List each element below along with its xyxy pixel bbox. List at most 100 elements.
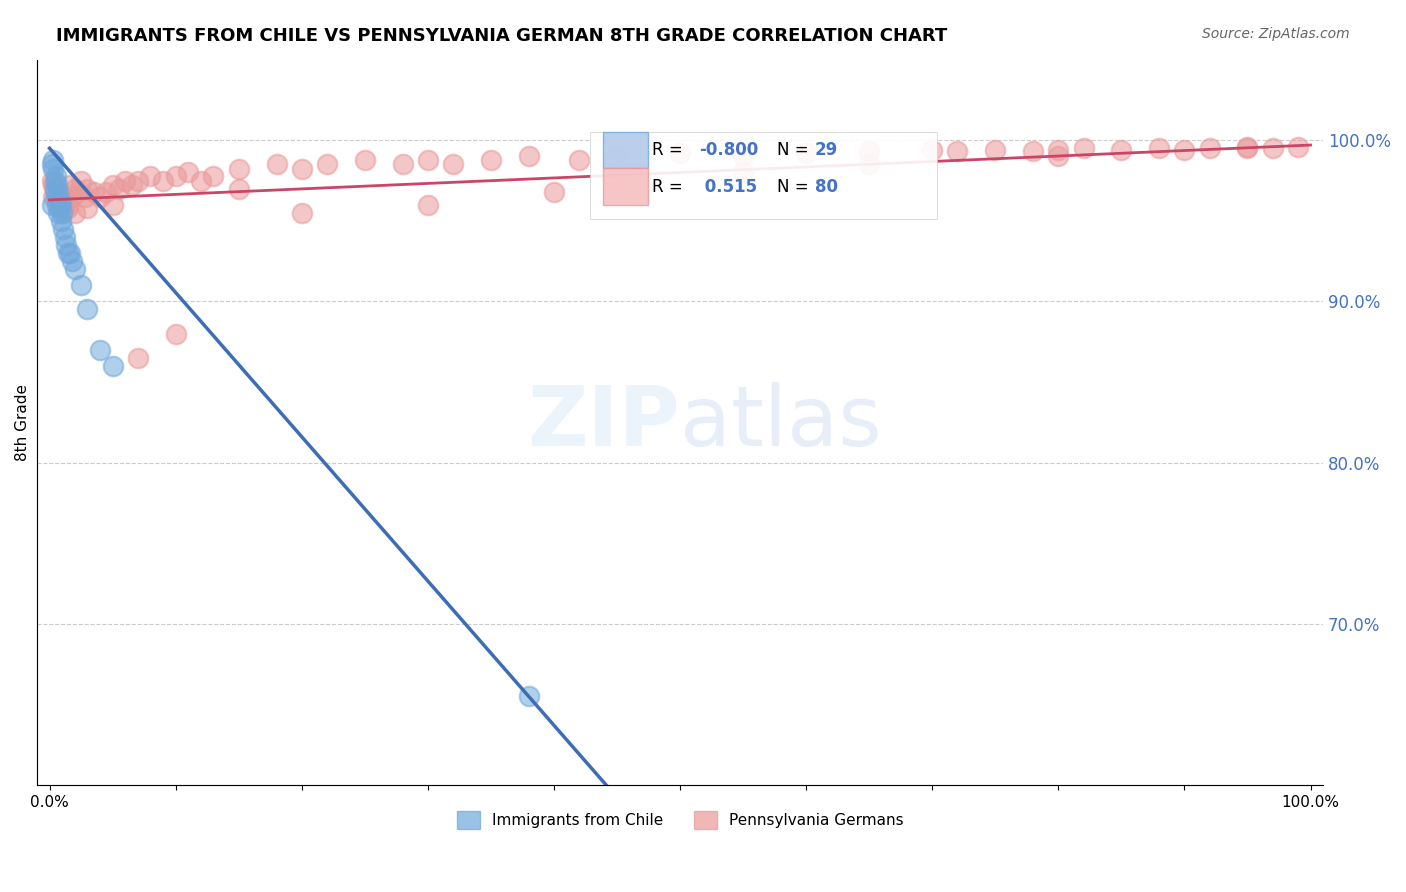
Point	[479, 153, 502, 167]
Point	[127, 351, 149, 365]
Point	[1147, 141, 1170, 155]
Point	[42, 189, 65, 203]
Point	[44, 173, 66, 187]
Point	[228, 162, 250, 177]
Text: 0.515: 0.515	[699, 178, 758, 195]
Point	[51, 206, 73, 220]
Point	[733, 165, 755, 179]
Point	[152, 173, 174, 187]
Point	[416, 153, 439, 167]
Point	[517, 149, 540, 163]
FancyBboxPatch shape	[603, 132, 648, 169]
Point	[121, 178, 143, 193]
Text: 80: 80	[815, 178, 838, 195]
Point	[165, 169, 187, 183]
Point	[63, 262, 86, 277]
Point	[921, 143, 943, 157]
Point	[53, 230, 76, 244]
Point	[946, 145, 969, 159]
Point	[733, 149, 755, 163]
Text: R =: R =	[652, 141, 688, 160]
Point	[96, 185, 118, 199]
Point	[44, 185, 66, 199]
Text: -0.800: -0.800	[699, 141, 759, 160]
Point	[165, 326, 187, 341]
Point	[51, 206, 73, 220]
Point	[291, 162, 314, 177]
Point	[139, 169, 162, 183]
Point	[63, 181, 86, 195]
Point	[49, 197, 72, 211]
Point	[48, 193, 70, 207]
Legend: Immigrants from Chile, Pennsylvania Germans: Immigrants from Chile, Pennsylvania Germ…	[450, 805, 910, 836]
Point	[48, 185, 70, 199]
Point	[127, 173, 149, 187]
Point	[291, 206, 314, 220]
Point	[606, 149, 628, 163]
Point	[101, 178, 124, 193]
Text: Source: ZipAtlas.com: Source: ZipAtlas.com	[1202, 27, 1350, 41]
FancyBboxPatch shape	[603, 169, 648, 204]
Point	[45, 189, 67, 203]
Point	[46, 178, 69, 193]
Point	[48, 206, 70, 220]
Point	[49, 214, 72, 228]
Point	[58, 201, 80, 215]
Point	[73, 189, 96, 203]
Point	[114, 173, 136, 187]
Point	[66, 185, 89, 199]
Point	[416, 197, 439, 211]
Point	[1111, 143, 1133, 157]
Point	[51, 201, 73, 215]
Point	[46, 197, 69, 211]
Point	[984, 143, 1007, 157]
Point	[76, 181, 98, 195]
Point	[794, 146, 817, 161]
Text: N =: N =	[776, 178, 814, 195]
Point	[55, 238, 77, 252]
Point	[55, 189, 77, 203]
Point	[101, 197, 124, 211]
Point	[1286, 139, 1309, 153]
Text: N =: N =	[776, 141, 814, 160]
Point	[48, 197, 70, 211]
Point	[42, 162, 65, 177]
Point	[45, 185, 67, 199]
FancyBboxPatch shape	[591, 132, 938, 219]
Point	[76, 302, 98, 317]
Text: R =: R =	[652, 178, 688, 195]
Point	[76, 201, 98, 215]
Point	[48, 194, 70, 209]
Point	[517, 690, 540, 704]
Text: atlas: atlas	[681, 382, 882, 463]
Point	[1047, 143, 1070, 157]
Point	[1173, 143, 1195, 157]
Point	[60, 254, 83, 268]
Point	[41, 173, 63, 187]
Point	[858, 145, 880, 159]
Point	[48, 194, 70, 209]
Point	[48, 201, 70, 215]
Point	[52, 222, 75, 236]
Point	[101, 359, 124, 373]
Point	[1022, 145, 1045, 159]
Point	[63, 206, 86, 220]
Point	[83, 185, 105, 199]
Point	[543, 185, 565, 199]
Y-axis label: 8th Grade: 8th Grade	[15, 384, 30, 461]
Point	[1261, 141, 1284, 155]
Point	[46, 189, 69, 203]
Point	[1236, 139, 1258, 153]
Point	[1198, 141, 1220, 155]
Point	[42, 178, 65, 193]
Point	[42, 153, 65, 167]
Point	[41, 197, 63, 211]
Point	[89, 189, 111, 203]
Point	[1236, 141, 1258, 155]
Point	[266, 157, 288, 171]
Point	[108, 181, 131, 195]
Point	[353, 153, 375, 167]
Point	[177, 165, 200, 179]
Point	[568, 153, 591, 167]
Point	[59, 178, 82, 193]
